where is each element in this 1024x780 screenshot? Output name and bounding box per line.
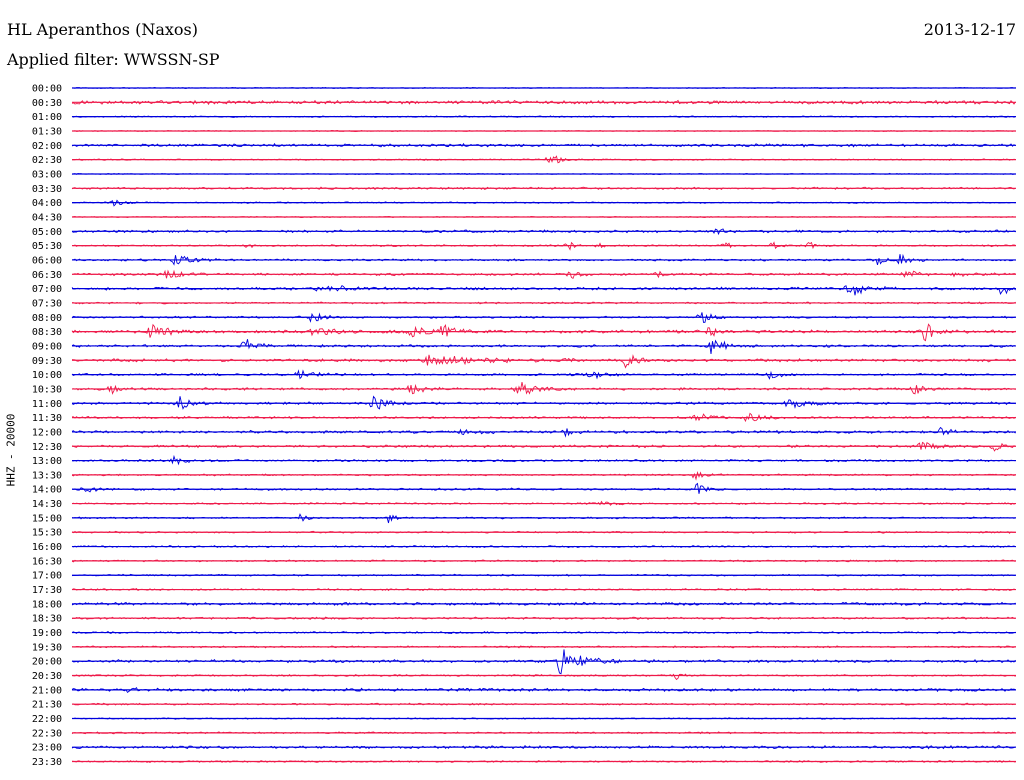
trace-row-1330 — [71, 470, 1016, 481]
time-tick-label: 00:00 — [32, 84, 62, 95]
time-tick-label: 08:30 — [32, 327, 62, 338]
time-tick-label: 03:00 — [32, 169, 62, 180]
time-tick-label: 23:00 — [32, 743, 62, 754]
time-tick-label: 01:30 — [32, 126, 62, 137]
trace-row-0700 — [71, 285, 1016, 296]
time-tick-label: 17:30 — [32, 585, 62, 596]
time-tick-label: 21:30 — [32, 700, 62, 711]
time-tick-label: 04:30 — [32, 212, 62, 223]
time-tick-label: 16:30 — [32, 556, 62, 567]
time-tick-label: 19:30 — [32, 642, 62, 653]
trace-row-1030 — [71, 381, 1016, 395]
time-tick-label: 11:30 — [32, 413, 62, 424]
time-tick-label: 18:30 — [32, 614, 62, 625]
time-tick-label: 19:00 — [32, 628, 62, 639]
time-tick-label: 06:30 — [32, 270, 62, 281]
trace-row-0930 — [71, 354, 1016, 369]
record-date: 2013-12-17 — [923, 20, 1016, 39]
time-tick-label: 09:00 — [32, 341, 62, 352]
time-tick-label: 00:30 — [32, 98, 62, 109]
time-tick-label: 01:00 — [32, 112, 62, 123]
time-tick-label: 15:00 — [32, 513, 62, 524]
time-tick-label: 10:30 — [32, 384, 62, 395]
time-tick-label: 07:30 — [32, 298, 62, 309]
trace-row-0830 — [71, 323, 1016, 342]
time-tick-label: 22:00 — [32, 714, 62, 725]
trace-row-0900 — [71, 339, 1016, 354]
time-tick-label: 11:00 — [32, 399, 62, 410]
time-tick-label: 16:00 — [32, 542, 62, 553]
time-tick-label: 10:00 — [32, 370, 62, 381]
time-tick-label: 20:00 — [32, 657, 62, 668]
time-tick-label: 05:30 — [32, 241, 62, 252]
time-tick-label: 04:00 — [32, 198, 62, 209]
time-tick-label: 05:00 — [32, 227, 62, 238]
time-tick-label: 08:00 — [32, 313, 62, 324]
trace-row-1100 — [71, 395, 1016, 410]
time-tick-label: 17:00 — [32, 571, 62, 582]
time-tick-label: 02:00 — [32, 141, 62, 152]
time-tick-label: 12:00 — [32, 427, 62, 438]
time-tick-label: 07:00 — [32, 284, 62, 295]
time-tick-label: 23:30 — [32, 757, 62, 768]
time-tick-label: 02:30 — [32, 155, 62, 166]
time-tick-label: 03:30 — [32, 184, 62, 195]
time-tick-label: 15:30 — [32, 528, 62, 539]
time-tick-label: 21:00 — [32, 685, 62, 696]
seismic-traces — [71, 86, 1016, 764]
filter-label: Applied filter: WWSSN-SP — [7, 50, 220, 69]
time-tick-label: 20:30 — [32, 671, 62, 682]
time-tick-label: 13:00 — [32, 456, 62, 467]
time-tick-label: 14:00 — [32, 485, 62, 496]
time-tick-label: 14:30 — [32, 499, 62, 510]
time-tick-label: 22:30 — [32, 728, 62, 739]
time-tick-labels: 00:00 00:30 01:00 01:30 02:00 02:30 03:00 03:30… — [32, 84, 62, 769]
time-tick-label: 06:00 — [32, 255, 62, 266]
trace-row-1500 — [71, 513, 1016, 524]
station-title: HL Aperanthos (Naxos) — [7, 20, 198, 39]
time-tick-label: 09:30 — [32, 356, 62, 367]
time-tick-label: 18:00 — [32, 599, 62, 610]
time-tick-label: 12:30 — [32, 442, 62, 453]
time-tick-label: 13:30 — [32, 470, 62, 481]
